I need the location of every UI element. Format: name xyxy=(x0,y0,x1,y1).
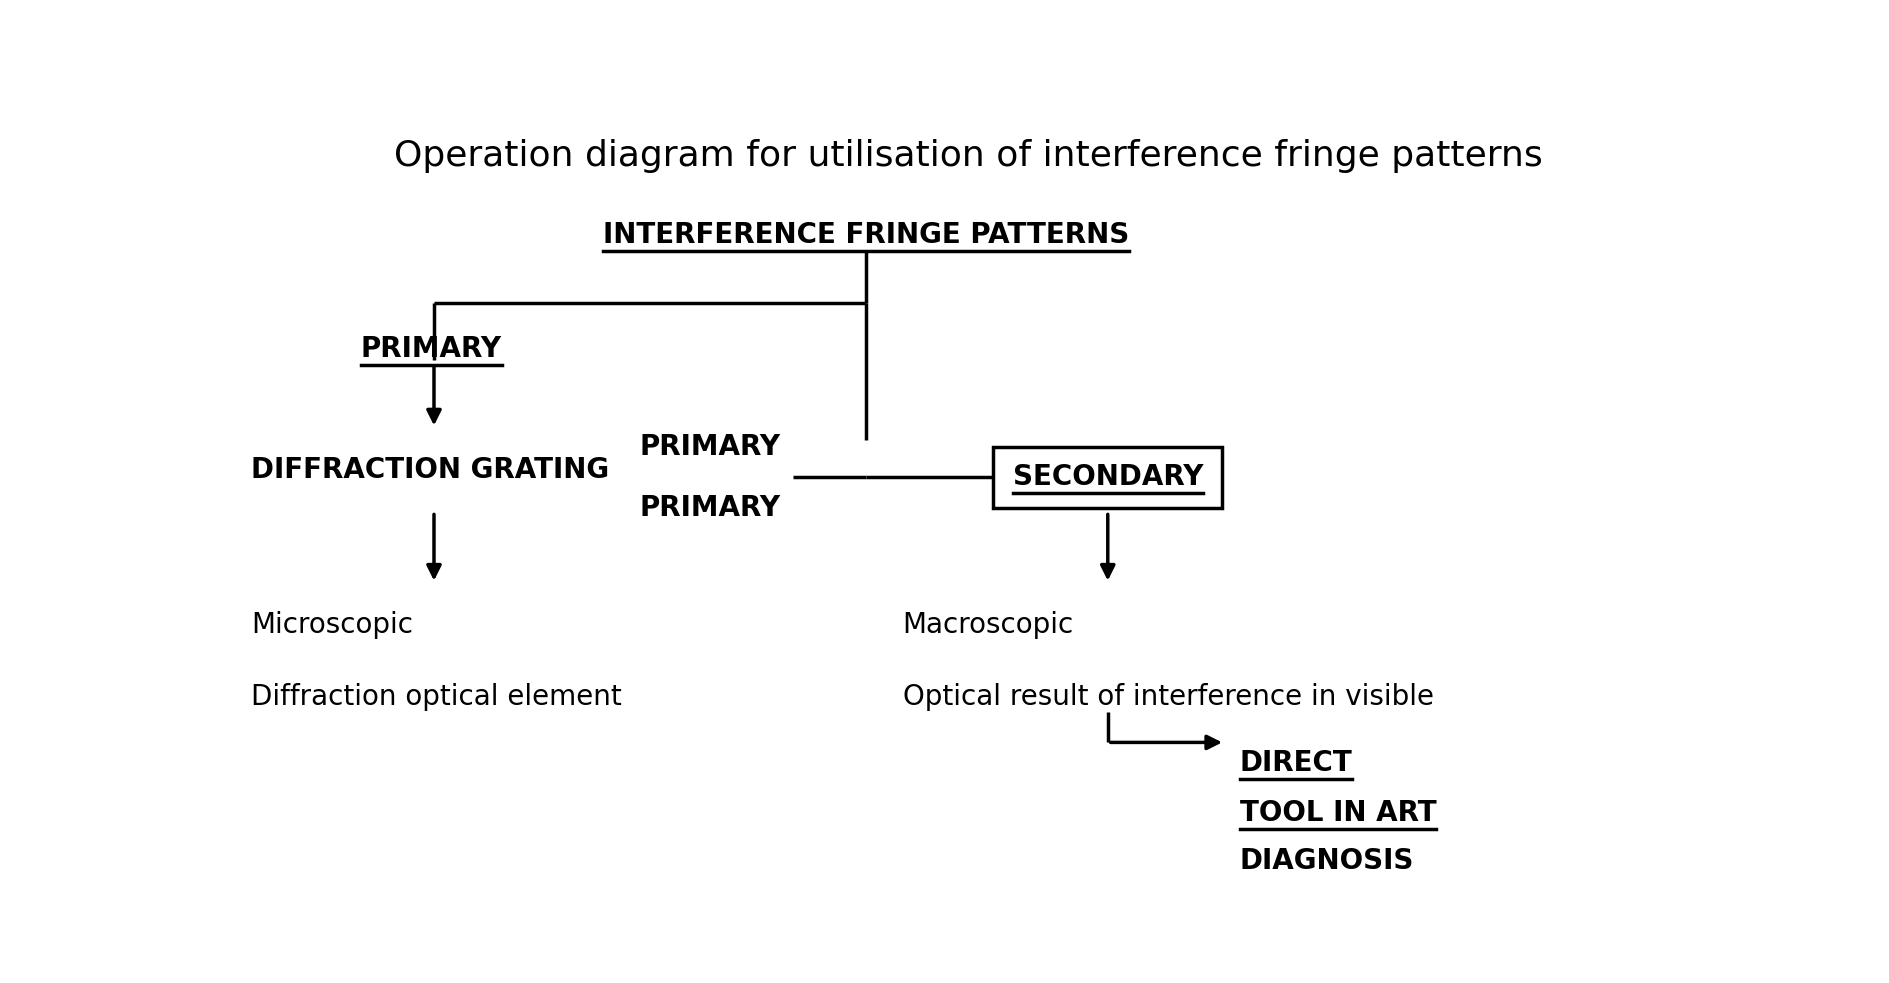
Text: PRIMARY: PRIMARY xyxy=(638,493,780,522)
Text: SECONDARY: SECONDARY xyxy=(1013,464,1203,492)
Text: TOOL IN ART: TOOL IN ART xyxy=(1239,799,1436,827)
Text: Operation diagram for utilisation of interference fringe patterns: Operation diagram for utilisation of int… xyxy=(395,139,1541,173)
Text: DIAGNOSIS: DIAGNOSIS xyxy=(1239,847,1413,875)
Text: DIRECT: DIRECT xyxy=(1239,749,1353,777)
Text: INTERFERENCE FRINGE PATTERNS: INTERFERENCE FRINGE PATTERNS xyxy=(603,221,1128,250)
Text: Diffraction optical element: Diffraction optical element xyxy=(251,683,621,711)
Text: PRIMARY: PRIMARY xyxy=(638,434,780,461)
Text: Microscopic: Microscopic xyxy=(251,611,412,639)
Text: PRIMARY: PRIMARY xyxy=(361,335,502,363)
Bar xyxy=(994,447,1222,508)
Text: DIFFRACTION GRATING: DIFFRACTION GRATING xyxy=(251,456,608,484)
Text: Macroscopic: Macroscopic xyxy=(903,611,1073,639)
Text: Optical result of interference in visible: Optical result of interference in visibl… xyxy=(903,683,1434,711)
